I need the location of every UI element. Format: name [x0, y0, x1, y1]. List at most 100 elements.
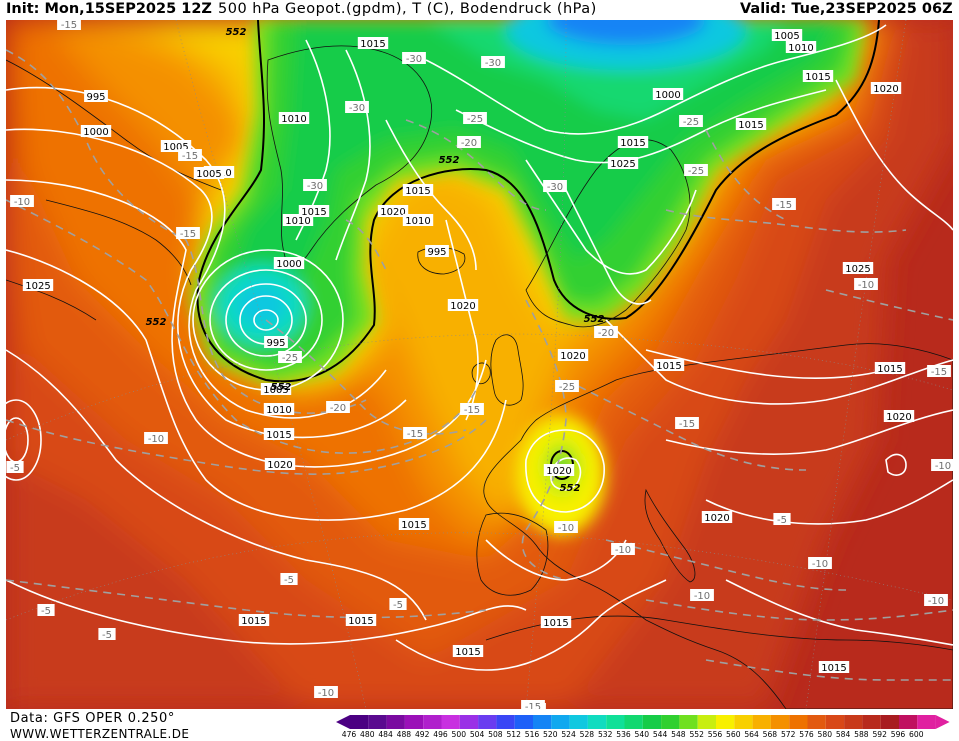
legend-value: 524 [561, 730, 576, 739]
pressure-label-box [84, 90, 108, 102]
temperature-label-box [314, 686, 338, 698]
temperature-label: -10 [148, 434, 164, 445]
pressure-label: 1015 [405, 186, 430, 197]
temperature-label: -30 [547, 182, 563, 193]
legend-swatch [661, 715, 680, 729]
pressure-label: 1015 [301, 207, 326, 218]
temperature-label-box [854, 278, 878, 290]
legend-swatch [880, 715, 899, 729]
legend-swatch [606, 715, 625, 729]
temperature-label: -15 [464, 405, 480, 416]
legend-swatch [368, 715, 387, 729]
legend-value: 544 [652, 730, 668, 739]
temperature-label-box [178, 149, 202, 161]
pressure-label-box [452, 645, 484, 657]
legend-value: 552 [689, 730, 704, 739]
legend-arrow-left [336, 715, 350, 729]
temperature-label-box [144, 432, 168, 444]
legend-swatch [642, 715, 662, 729]
pressure-label-box [607, 157, 639, 169]
temperature-label: -20 [330, 403, 346, 414]
pressure-label: 1015 [620, 138, 645, 149]
legend-value: 508 [488, 730, 503, 739]
temperature-label: -10 [935, 461, 951, 472]
pressure-label-box [447, 299, 479, 311]
geopotential-label: 552 [584, 314, 605, 325]
legend-value: 484 [378, 730, 393, 739]
temperature-label-box [280, 573, 298, 585]
pressure-label: 1015 [877, 364, 902, 375]
pressure-label-box [540, 616, 572, 628]
isotherms [6, 49, 953, 681]
temperature-label: -10 [858, 280, 874, 291]
temperature-label-box [37, 604, 55, 616]
temperature-label: -15 [180, 229, 196, 240]
temperature-label: -30 [485, 58, 501, 69]
coastlines [6, 45, 953, 709]
legend-value: 488 [396, 730, 412, 739]
pressure-label: 1015 [455, 647, 480, 658]
legend-swatch [441, 715, 460, 729]
legend-value: 564 [744, 730, 759, 739]
pressure-label-box [260, 383, 292, 395]
legend-value: 584 [835, 730, 851, 739]
pressure-label-box [870, 82, 902, 94]
temperature-label: -5 [41, 606, 51, 617]
temperature-label-box [521, 700, 545, 709]
footer: Data: GFS OPER 0.250° WWW.WETTERZENTRALE… [0, 709, 959, 741]
legend-swatch [478, 715, 497, 729]
upper-low-blue2 [546, 20, 706, 45]
pressure-label: 1005 [263, 385, 288, 396]
legend-swatch [789, 715, 808, 729]
pressure-label-box [193, 167, 225, 179]
pressure-label: 1020 [380, 207, 405, 218]
pressure-label: 1020 [873, 84, 898, 95]
temperature-label-box [326, 401, 350, 413]
legend-value: 504 [469, 730, 485, 739]
pressure-label: 1010 [285, 216, 310, 227]
pressure-label-box [425, 245, 449, 257]
pressure-label: 1000 [276, 259, 301, 270]
pressure-label-box [842, 262, 874, 274]
legend-value: 520 [543, 730, 558, 739]
legend-value: 588 [854, 730, 869, 739]
pressure-label-box [238, 614, 270, 626]
temperature-label-box [924, 594, 948, 606]
temperature-label: -15 [931, 367, 947, 378]
pressure-label-box [771, 29, 803, 41]
pressure-label: 1015 [266, 430, 291, 441]
temperature-label: -30 [349, 103, 365, 114]
legend-swatch [350, 715, 369, 729]
pressure-label: 1000 [655, 90, 680, 101]
legend-swatch [569, 715, 588, 729]
pressure-label-box [785, 41, 817, 53]
temperature-label-box [457, 136, 481, 148]
temperature-label-box [460, 403, 484, 415]
temperature-label: -15 [407, 429, 423, 440]
site-url: WWW.WETTERZENTRALE.DE [10, 727, 190, 741]
pressure-label: 1020 [886, 412, 911, 423]
temperature-label-box [555, 380, 579, 392]
temperature-label-box [481, 56, 505, 68]
geopotential-label: 552 [271, 382, 292, 393]
pressure-label: 1015 [805, 72, 830, 83]
geopotential-label: 552 [226, 27, 247, 38]
legend-swatch [404, 715, 424, 729]
temperature-label: -25 [688, 166, 704, 177]
temperature-label-box [176, 227, 200, 239]
legend-swatch [807, 715, 826, 729]
pressure-label-box [617, 136, 649, 148]
temperature-label: -30 [406, 54, 422, 65]
temperature-label-box [594, 326, 618, 338]
temperature-label: -15 [776, 200, 792, 211]
pressure-label-box [701, 511, 733, 523]
legend-value: 572 [780, 730, 796, 739]
geopotential-label: 552 [146, 317, 167, 328]
legend-swatch [917, 715, 936, 729]
geopotential-552-contour [196, 20, 880, 383]
pressure-label: 1025 [610, 159, 635, 170]
pressure-label: 1005 [774, 31, 799, 42]
pressure-label: 1020 [704, 513, 729, 524]
legend-value: 596 [890, 730, 906, 739]
pressure-label: 995 [86, 92, 105, 103]
